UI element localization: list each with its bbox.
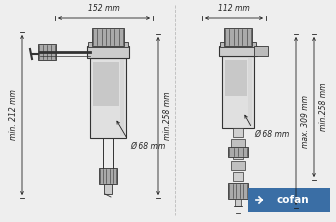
Bar bbox=[228, 147, 248, 157]
Bar bbox=[38, 44, 56, 60]
Text: min.258 mm: min.258 mm bbox=[320, 83, 329, 131]
Bar bbox=[228, 183, 248, 199]
Bar bbox=[233, 172, 243, 181]
Text: cofan: cofan bbox=[277, 195, 309, 205]
Bar bbox=[92, 28, 124, 46]
Bar bbox=[220, 42, 256, 47]
Bar bbox=[248, 58, 252, 126]
Text: min. 212 mm: min. 212 mm bbox=[9, 89, 18, 141]
Bar bbox=[104, 184, 112, 194]
Bar bbox=[88, 42, 128, 47]
Bar bbox=[231, 161, 245, 170]
Bar bbox=[90, 58, 126, 138]
Bar bbox=[225, 60, 247, 96]
Bar bbox=[93, 62, 119, 106]
Bar bbox=[248, 188, 330, 212]
Bar bbox=[87, 46, 129, 58]
Text: 152 mm: 152 mm bbox=[88, 4, 120, 13]
Bar bbox=[222, 56, 254, 128]
Text: max. 309 mm: max. 309 mm bbox=[301, 95, 310, 147]
Bar bbox=[224, 28, 252, 46]
Bar bbox=[233, 128, 243, 137]
Bar bbox=[231, 139, 245, 148]
Text: 112 mm: 112 mm bbox=[218, 4, 250, 13]
Bar bbox=[219, 46, 257, 56]
Bar bbox=[99, 168, 117, 184]
Text: Ø 68 mm: Ø 68 mm bbox=[254, 130, 289, 139]
Bar bbox=[120, 60, 124, 136]
Text: min.258 mm: min.258 mm bbox=[164, 92, 172, 140]
Bar bbox=[254, 46, 268, 56]
Text: Ø 68 mm: Ø 68 mm bbox=[130, 142, 165, 151]
Bar bbox=[235, 199, 241, 206]
Bar bbox=[233, 150, 243, 159]
